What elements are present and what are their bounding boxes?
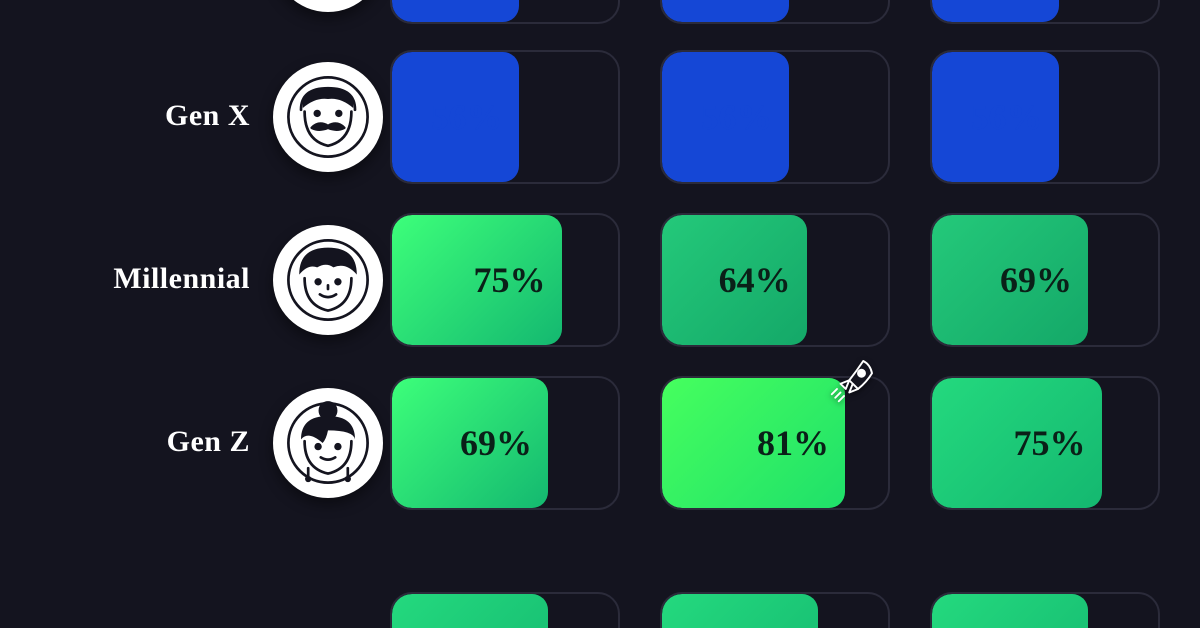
cell-fill: [662, 594, 818, 628]
cell-value: 56%: [701, 96, 773, 138]
cell-row4-0: [390, 592, 620, 628]
cell-row0-1: [660, 0, 890, 24]
cell-row0-2: [930, 0, 1160, 24]
rocket-icon: [823, 354, 879, 415]
cell-fill: [392, 0, 519, 22]
cell-genz-0: 69%: [390, 376, 620, 510]
cell-value: 75%: [474, 259, 546, 301]
cell-fill: [932, 0, 1059, 22]
cell-row4-2: [930, 592, 1160, 628]
cell-fill: [662, 0, 789, 22]
row-label-genz: Gen Z: [167, 425, 250, 459]
cell-genz-2: 75%: [930, 376, 1160, 510]
cell-fill: [392, 594, 548, 628]
cell-row4-1: [660, 592, 890, 628]
avatar-genx: [273, 62, 383, 172]
cell-value: 64%: [719, 259, 791, 301]
infographic-stage: Gen X 56% 56% 56% Millennial 75% 64% 69% Gen Z: [0, 0, 1200, 628]
avatar-millennial: [273, 225, 383, 335]
cell-row0-0: [390, 0, 620, 24]
cell-genx-0: 56%: [390, 50, 620, 184]
cell-value: 69%: [460, 422, 532, 464]
cell-value: 75%: [1014, 422, 1086, 464]
cell-millennial-1: 64%: [660, 213, 890, 347]
cell-millennial-0: 75%: [390, 213, 620, 347]
cell-genx-2: 56%: [930, 50, 1160, 184]
avatar-row0: [273, 0, 383, 12]
cell-millennial-2: 69%: [930, 213, 1160, 347]
row-label-genx: Gen X: [165, 99, 250, 133]
cell-fill: [932, 594, 1088, 628]
avatar-genz: [273, 388, 383, 498]
cell-value: 56%: [431, 96, 503, 138]
cell-genx-1: 56%: [660, 50, 890, 184]
cell-value: 81%: [757, 422, 829, 464]
cell-value: 56%: [971, 96, 1043, 138]
cell-value: 69%: [1000, 259, 1072, 301]
row-label-millennial: Millennial: [113, 262, 250, 296]
